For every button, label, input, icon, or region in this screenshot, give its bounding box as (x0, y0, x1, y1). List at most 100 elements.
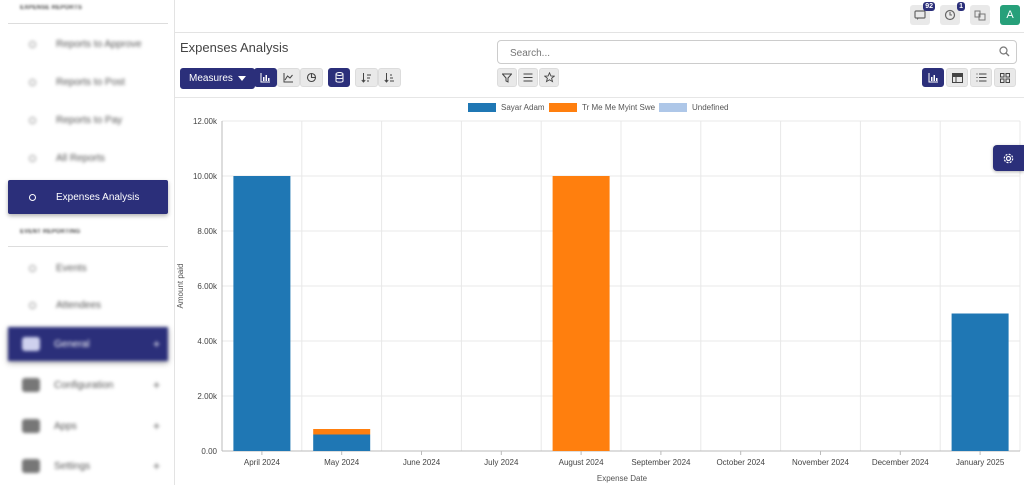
sidebar-group-label: Settings (54, 460, 91, 472)
bar-chart-icon (928, 72, 938, 82)
circle-icon (29, 264, 36, 272)
sidebar-item-label: Attendees (56, 299, 102, 311)
circle-icon (29, 154, 36, 162)
sidebar-item-label: Reports to Approve (56, 38, 142, 50)
circle-icon (29, 40, 36, 48)
x-tick-label: September 2024 (631, 458, 691, 467)
header-divider (175, 97, 1024, 98)
pie-chart-button[interactable] (300, 68, 323, 87)
measures-dropdown-button[interactable]: Measures (180, 68, 255, 89)
stacked-toggle-button[interactable] (328, 68, 350, 87)
sidebar-group-settings[interactable]: Settings + (8, 449, 168, 483)
expand-icon: + (152, 378, 160, 392)
list-view-icon (976, 73, 986, 82)
sidebar-group-configuration[interactable]: Configuration + (8, 368, 168, 402)
bar[interactable] (552, 176, 610, 451)
sidebar-section-expense-reports: Expense Reports (20, 5, 83, 11)
favorites-button[interactable] (539, 68, 559, 87)
sidebar-item-label: Expenses Analysis (56, 191, 140, 203)
messages-button[interactable]: 92 (910, 2, 935, 25)
activity-button[interactable]: 1 (940, 2, 965, 25)
x-tick-label: April 2024 (244, 458, 281, 467)
expand-icon: + (152, 419, 160, 433)
sidebar-divider (8, 23, 168, 24)
circle-icon (29, 193, 36, 201)
legend-swatch (659, 103, 687, 112)
sidebar-group-label: General (54, 338, 90, 350)
bar-chart-button[interactable] (254, 68, 277, 87)
sidebar-item-events[interactable]: Events (8, 251, 168, 285)
sidebar-group-label: Configuration (54, 379, 114, 391)
x-tick-label: May 2024 (324, 458, 360, 467)
clock-icon (944, 9, 956, 21)
y-tick-label: 0.00 (201, 447, 217, 456)
filter-icon (502, 73, 512, 83)
table-icon (951, 72, 963, 83)
sidebar-item-attendees[interactable]: Attendees (8, 288, 168, 322)
kanban-view-button[interactable] (994, 68, 1016, 87)
sidebar-item-expenses-analysis[interactable]: Expenses Analysis (8, 180, 168, 214)
legend-label: Sayar Adam (501, 103, 545, 112)
sidebar-item-all-reports[interactable]: All Reports (8, 141, 168, 175)
top-bar: 92 1 A (175, 0, 1024, 33)
area-chart-icon (283, 72, 293, 82)
sidebar-item-label: Reports to Post (56, 76, 125, 88)
messages-count-badge: 92 (923, 2, 935, 11)
sort-ascending-button[interactable] (378, 68, 401, 87)
filters-button[interactable] (497, 68, 517, 87)
x-tick-label: November 2024 (792, 458, 849, 467)
user-avatar[interactable]: A (1000, 5, 1020, 25)
circle-icon (29, 301, 36, 309)
sidebar-group-general[interactable]: General + (8, 327, 168, 361)
bar[interactable] (233, 176, 291, 451)
bar[interactable] (951, 313, 1009, 452)
expand-icon: + (152, 337, 160, 351)
expand-icon: + (152, 459, 160, 473)
legend-label: Tr Me Me Myint Swe (582, 103, 656, 112)
sidebar-group-apps[interactable]: Apps + (8, 409, 168, 443)
activity-count-badge: 1 (957, 2, 965, 11)
list-view-button[interactable] (970, 68, 992, 87)
legend-label: Undefined (692, 103, 729, 112)
x-tick-label: July 2024 (484, 458, 519, 467)
chat-icon (914, 9, 926, 20)
circle-icon (29, 116, 36, 124)
sidebar-section-event-reporting: Event Reporting (20, 229, 81, 235)
sidebar: Expense Reports Reports to Approve Repor… (0, 0, 175, 485)
sidebar-item-reports-to-approve[interactable]: Reports to Approve (8, 27, 168, 61)
graph-view-button[interactable] (922, 68, 944, 87)
settings-icon (22, 459, 40, 473)
bar[interactable] (313, 429, 371, 435)
bar[interactable] (313, 434, 371, 452)
buildings-icon (974, 10, 986, 21)
y-tick-label: 4.00k (197, 337, 218, 346)
y-tick-label: 2.00k (197, 392, 218, 401)
sidebar-group-label: Apps (54, 420, 77, 432)
pivot-view-button[interactable] (946, 68, 968, 87)
y-tick-label: 10.00k (193, 172, 218, 181)
group-by-button[interactable] (518, 68, 538, 87)
y-tick-label: 6.00k (197, 282, 218, 291)
legend-item-tr-me-me-myint-swe[interactable]: Tr Me Me Myint Swe (549, 103, 655, 112)
x-axis-label: Expense Date (597, 474, 648, 483)
legend-item-sayar-adam[interactable]: Sayar Adam (468, 103, 545, 112)
sidebar-item-reports-to-post[interactable]: Reports to Post (8, 65, 168, 99)
chart-settings-button[interactable] (993, 145, 1024, 171)
search-icon[interactable] (999, 46, 1010, 57)
apps-icon (22, 419, 40, 433)
legend-swatch (549, 103, 577, 112)
legend-item-undefined[interactable]: Undefined (659, 103, 728, 112)
sidebar-item-reports-to-pay[interactable]: Reports to Pay (8, 103, 168, 137)
sort-ascending-icon (384, 72, 394, 83)
legend-swatch (468, 103, 496, 112)
search-input[interactable] (508, 42, 992, 64)
configuration-icon (22, 378, 40, 392)
x-tick-label: January 2025 (956, 458, 1005, 467)
grid-icon (1000, 72, 1010, 83)
pie-chart-icon (306, 72, 317, 83)
switch-company-button[interactable] (970, 5, 990, 25)
sort-descending-icon (361, 72, 371, 83)
line-chart-button[interactable] (277, 68, 300, 87)
sidebar-item-label: All Reports (56, 152, 105, 164)
sort-descending-button[interactable] (355, 68, 378, 87)
